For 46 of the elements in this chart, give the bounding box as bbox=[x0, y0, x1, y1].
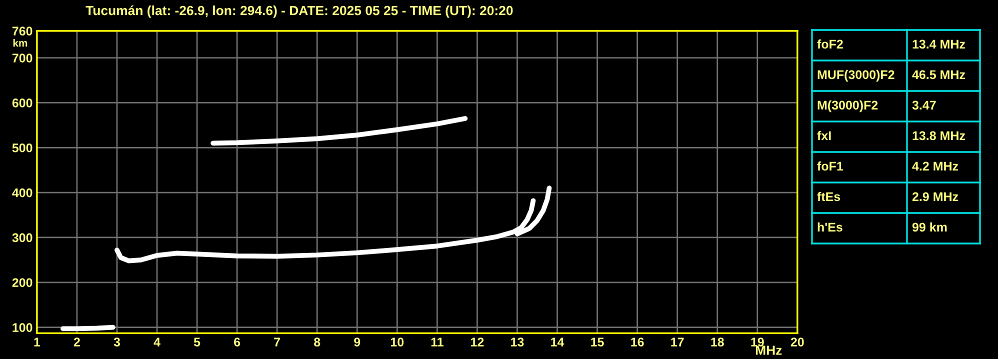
x-tick-label: 9 bbox=[354, 338, 360, 346]
y-tick-label: 100 bbox=[12, 323, 32, 332]
x-tick-label: 7 bbox=[274, 338, 280, 346]
text: MUF(3000)F2 bbox=[818, 70, 894, 82]
text: 4.2 MHz bbox=[912, 162, 958, 170]
x-tick-label: 12 bbox=[471, 338, 484, 346]
y-tick-label: 400 bbox=[12, 188, 32, 198]
x-tick-label: 15 bbox=[591, 338, 604, 346]
x-tick-label: 2 bbox=[74, 338, 80, 346]
y-tick-label: 600 bbox=[12, 98, 32, 108]
text: 99 km bbox=[912, 222, 947, 232]
y-tick-label: 300 bbox=[12, 233, 32, 242]
text: 46.5 MHz bbox=[912, 70, 966, 80]
x-tick-label: 4 bbox=[154, 338, 160, 346]
text: 3.47 bbox=[912, 100, 936, 110]
text: 13.8 MHz bbox=[912, 131, 966, 140]
x-tick-label: 19 bbox=[751, 338, 764, 346]
text: 2.9 MHz bbox=[912, 192, 958, 202]
text: M(3000)F2 bbox=[818, 100, 878, 112]
y-tick-label: 700 bbox=[12, 54, 32, 62]
x-tick-label: 6 bbox=[234, 338, 240, 346]
y-tick-label: 200 bbox=[12, 278, 32, 288]
x-tick-label: 11 bbox=[431, 338, 444, 346]
x-tick-label: 5 bbox=[194, 338, 200, 346]
x-tick-label: 17 bbox=[671, 338, 684, 346]
y-axis-title: km bbox=[13, 39, 28, 47]
x-tick-label: 13 bbox=[511, 338, 524, 347]
x-tick-label: 14 bbox=[551, 338, 564, 346]
y-tick-label: 760 bbox=[12, 26, 32, 36]
x-tick-label: 20 bbox=[790, 338, 804, 346]
line-series bbox=[210, 116, 468, 146]
x-tick-label: 18 bbox=[711, 338, 724, 346]
text: 13.4 MHz bbox=[912, 40, 966, 49]
x-tick-label: 8 bbox=[314, 338, 320, 346]
y-tick-label: 500 bbox=[12, 143, 32, 152]
text: fxI bbox=[817, 130, 831, 140]
text: foF1 bbox=[817, 161, 844, 171]
x-tick-label: 3 bbox=[114, 338, 120, 347]
x-tick-label: 10 bbox=[390, 338, 404, 346]
text: h'Es bbox=[818, 222, 842, 232]
x-tick-label: 1 bbox=[34, 338, 40, 346]
text: ftEs bbox=[817, 192, 840, 202]
text: foF2 bbox=[817, 39, 843, 49]
chart-title: Tucumán (lat: -26.9, lon: 294.6) - DATE: 2025 05 25 - TIME (UT): 20:20 bbox=[86, 5, 513, 18]
x-tick-label: 16 bbox=[631, 338, 644, 346]
x-axis-title: MHz bbox=[756, 346, 782, 355]
